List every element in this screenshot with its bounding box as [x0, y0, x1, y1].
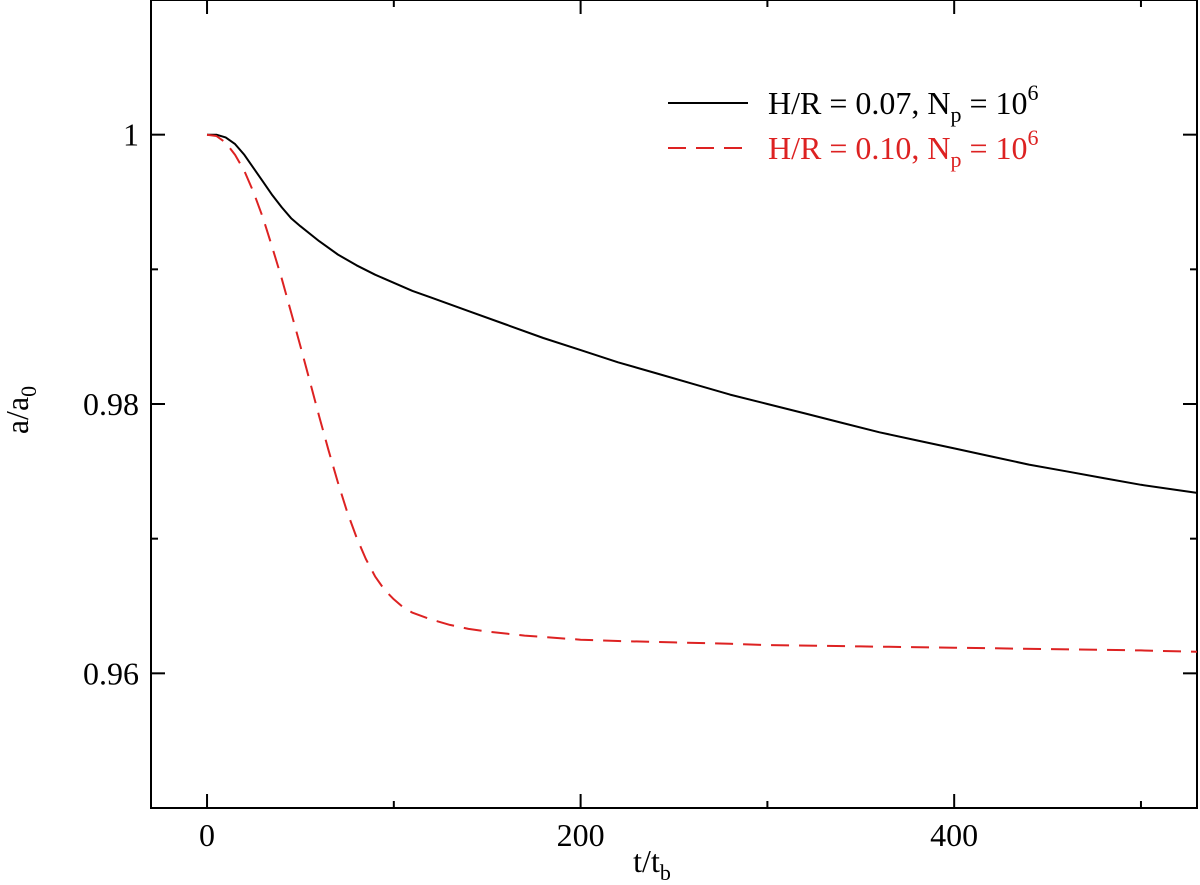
- series-line-2: [206, 133, 1198, 653]
- y-tick-label: 0.96: [83, 655, 139, 691]
- y-tick-label: 0.98: [83, 386, 139, 422]
- tick-labels: 0 200 400 0.96 0.98 1: [83, 117, 978, 853]
- legend-entry-series-2: H/R = 0.10, Np = 106: [668, 125, 1039, 172]
- legend-label-series-2: H/R = 0.10, Np = 106: [768, 125, 1039, 172]
- x-tick-label: 200: [557, 817, 605, 853]
- x-axis-label: t/tb: [633, 843, 671, 885]
- y-tick-label: 1: [123, 117, 139, 153]
- axis-ticks: [151, 0, 1197, 808]
- series-line-1: [207, 133, 1198, 494]
- x-tick-label: 400: [930, 817, 978, 853]
- plot-frame: [150, 0, 1198, 809]
- series-layer: [206, 133, 1198, 653]
- legend-label-series-1: H/R = 0.07, Np = 106: [768, 80, 1039, 127]
- x-tick-label: 0: [199, 817, 215, 853]
- y-axis-label: a/a0: [0, 386, 41, 434]
- legend-entry-series-1: H/R = 0.07, Np = 106: [668, 80, 1039, 127]
- legend: H/R = 0.07, Np = 106 H/R = 0.10, Np = 10…: [668, 80, 1039, 172]
